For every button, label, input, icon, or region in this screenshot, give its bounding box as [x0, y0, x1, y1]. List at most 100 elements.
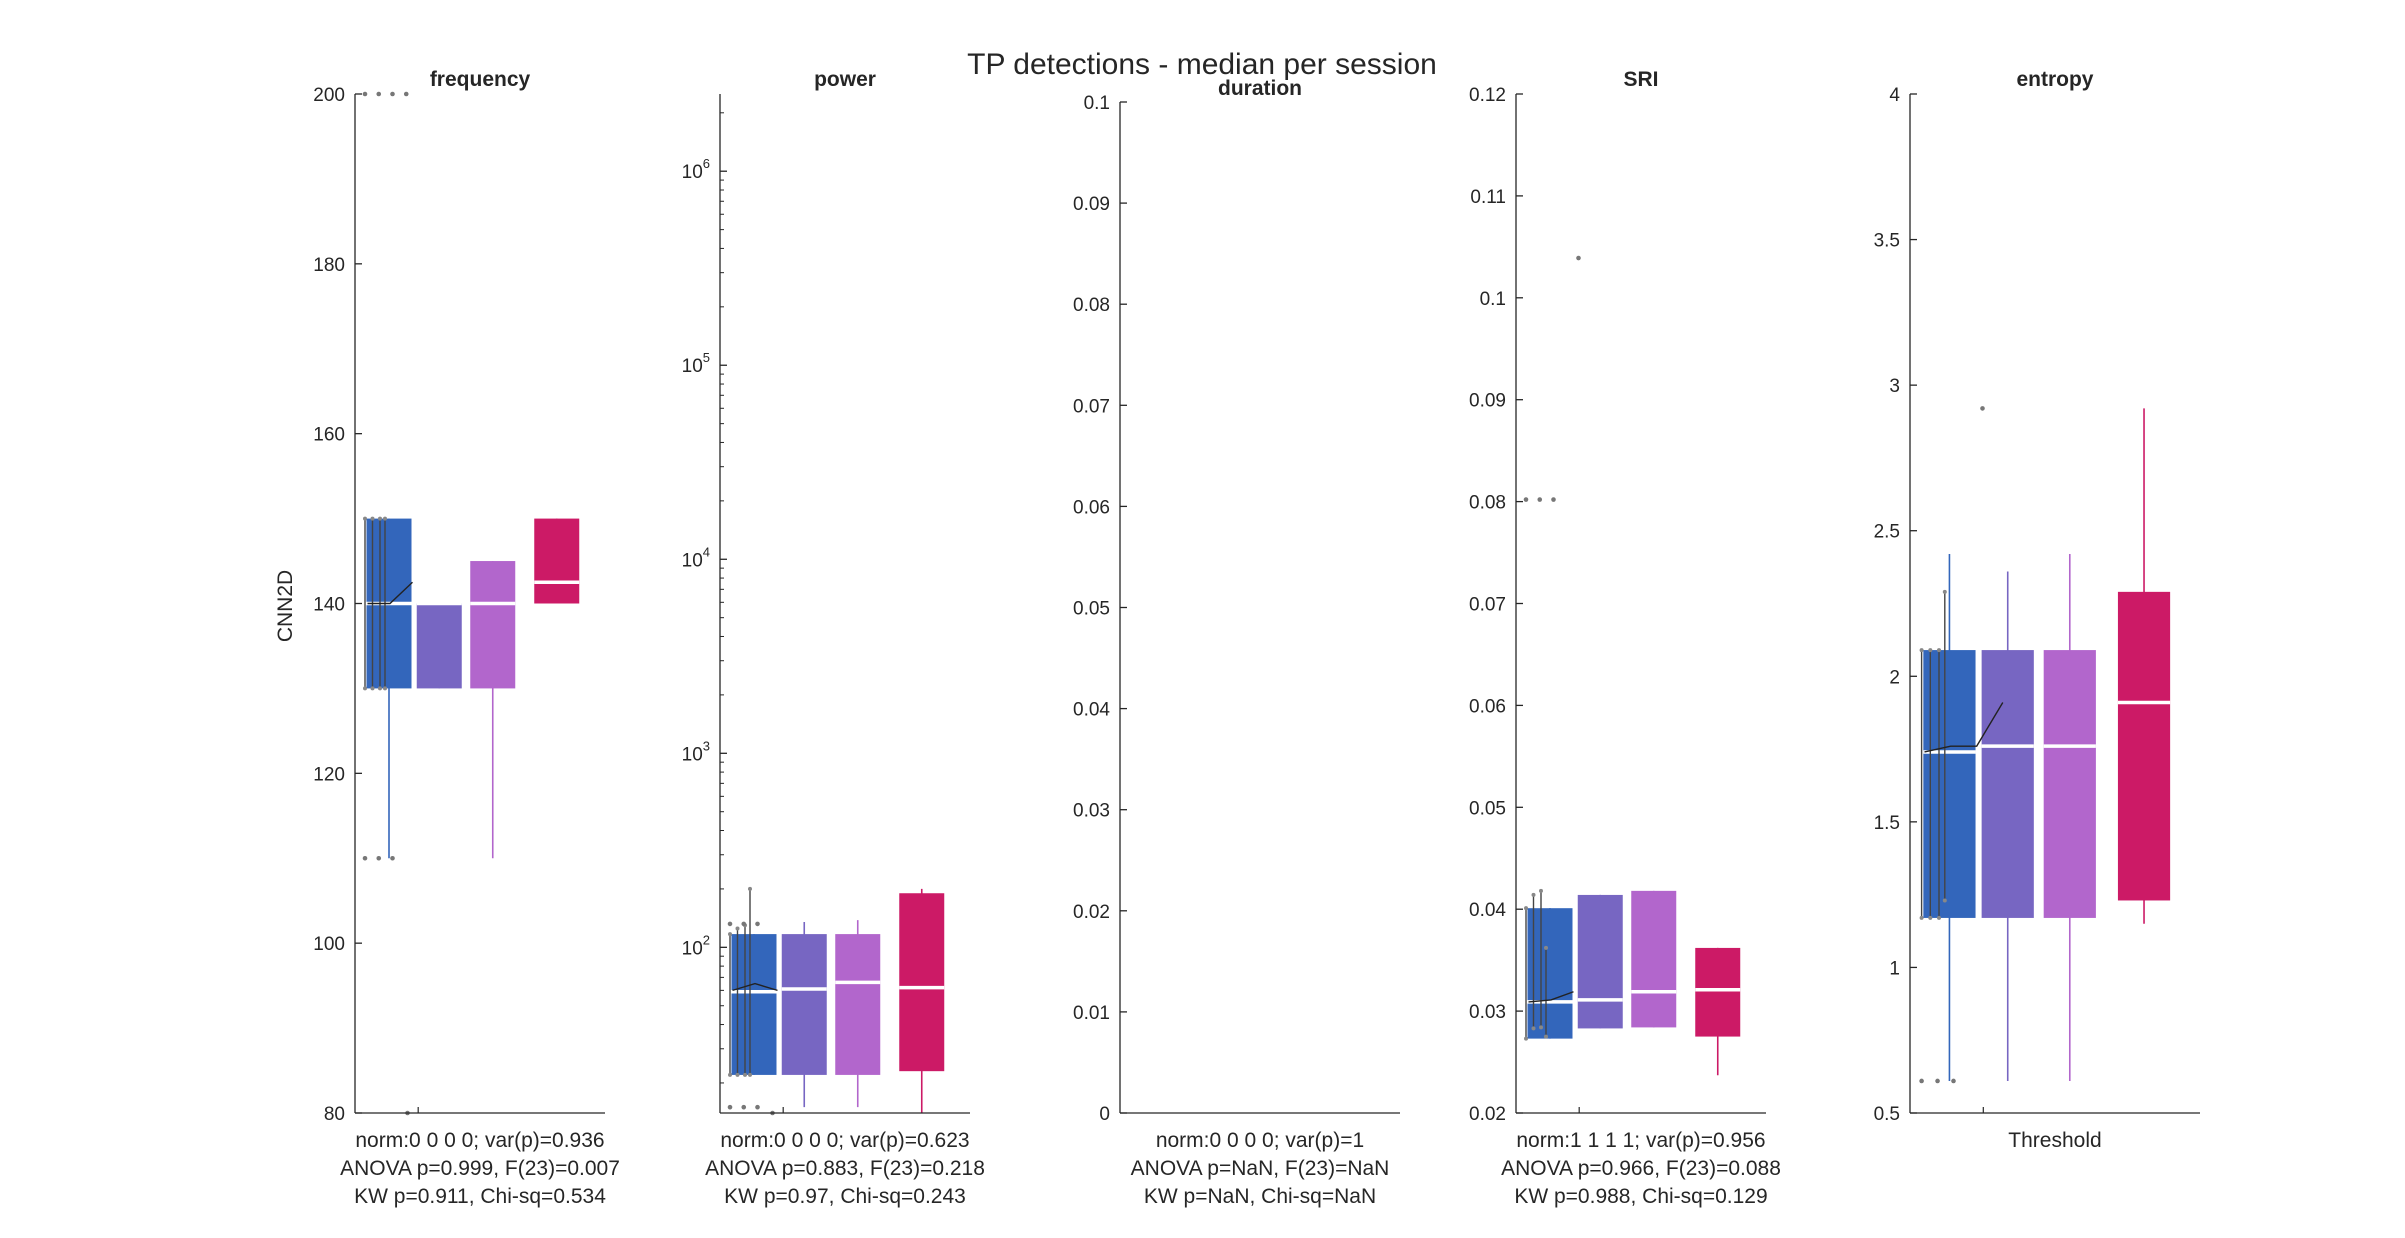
y-tick-label: 0.04 [1073, 700, 1110, 721]
y-tick-label: 0.1 [1480, 289, 1506, 310]
y-tick-label: 0.03 [1073, 801, 1110, 822]
subplot-title: entropy [2016, 68, 2093, 91]
y-tick-label: 0 [1099, 1104, 1110, 1125]
subplot-title: frequency [430, 68, 531, 91]
subplot-frequency: frequency 80 100 120 140 160 180 200 norm:0 0 0 … [313, 68, 620, 1208]
outlier-point [755, 921, 760, 927]
stats-line-1: norm:0 0 0 0; var(p)=1 [1156, 1129, 1364, 1152]
box-iqr [1577, 894, 1623, 1029]
stats-line-3: KW p=0.988, Chi-sq=0.129 [1514, 1185, 1767, 1208]
outlier-point [1523, 497, 1529, 502]
session-point [1539, 1025, 1543, 1030]
outlier-markers [727, 1104, 760, 1110]
y-tick-label: 0.08 [1073, 295, 1110, 316]
box-iqr [2117, 591, 2171, 901]
y-tick-label: 104 [682, 544, 710, 571]
box-iqr [1527, 908, 1573, 1039]
y-tick-label: 100 [313, 934, 345, 955]
session-point [1942, 898, 1947, 903]
session-point [1544, 945, 1548, 950]
y-tick-label: 0.06 [1469, 696, 1506, 717]
y-tick-label: 180 [313, 255, 345, 276]
outlier-point [403, 91, 409, 97]
box-group-1 [731, 934, 777, 1075]
box-group-4 [2117, 408, 2171, 924]
outlier-point [727, 1104, 733, 1110]
session-point [370, 516, 375, 521]
outlier-markers [1980, 406, 1985, 411]
box-group-1 [1923, 554, 1976, 1081]
stats-line-1: norm:0 0 0 0; var(p)=0.623 [720, 1129, 969, 1152]
outlier-point [362, 855, 368, 861]
session-median-trace [732, 982, 778, 992]
outlier-point [1935, 1078, 1940, 1084]
session-point [1524, 1036, 1528, 1041]
session-point [1919, 915, 1924, 920]
y-tick-label: 0.11 [1470, 187, 1506, 208]
y-tick-label: 160 [313, 425, 345, 446]
stats-line-3: KW p=NaN, Chi-sq=NaN [1144, 1185, 1376, 1208]
box-iqr [1923, 650, 1976, 918]
y-tick-label: 1 [1889, 958, 1900, 979]
session-point [383, 516, 387, 521]
session-point [1539, 888, 1543, 893]
session-point [728, 1072, 732, 1077]
y-tick-label: 0.12 [1469, 85, 1506, 106]
stats-line-2: ANOVA p=0.883, F(23)=0.218 [705, 1157, 985, 1180]
outlier-point [741, 1104, 747, 1110]
y-tick-label: 0.09 [1469, 391, 1506, 412]
y-tick-label: 105 [682, 350, 710, 377]
session-point [363, 516, 367, 521]
session-point [1937, 648, 1941, 653]
y-tick-label: 0.01 [1073, 1003, 1110, 1024]
stats-line-2: ANOVA p=0.966, F(23)=0.088 [1501, 1157, 1781, 1180]
outlier-point [741, 921, 747, 927]
y-tick-label: 120 [313, 764, 345, 785]
session-point [378, 686, 382, 691]
box-group-3 [470, 561, 516, 859]
subplot-duration: duration 0 0.01 0.02 0.03 0.04 0.05 0.06 0.07 0.0… [1073, 77, 1400, 1208]
y-tick-label: 102 [682, 932, 710, 959]
outlier-point [390, 91, 395, 97]
box-iqr [731, 934, 777, 1075]
outlier-point [1951, 1078, 1956, 1084]
box-iqr [1695, 947, 1741, 1037]
box-group-3 [1631, 890, 1677, 1028]
stats-line-1: norm:1 1 1 1; var(p)=0.956 [1516, 1129, 1765, 1152]
y-tick-label: 0.07 [1469, 595, 1506, 616]
stats-line-3: KW p=0.97, Chi-sq=0.243 [724, 1185, 966, 1208]
session-point [383, 686, 387, 691]
subplot-title: power [814, 68, 876, 91]
y-tick-label: 3 [1889, 376, 1900, 397]
session-median-trace [1924, 702, 2004, 753]
session-overlay [1524, 888, 1574, 1041]
y-tick-label: 0.03 [1469, 1002, 1506, 1023]
box-iqr [1631, 890, 1677, 1028]
session-point [728, 932, 732, 937]
outlier-point [727, 921, 733, 927]
y-tick-label: 3.5 [1874, 231, 1900, 252]
outlier-markers [727, 921, 760, 927]
y-tick-label: 1.5 [1874, 813, 1900, 834]
y-axis-label: CNN2D [274, 570, 297, 642]
y-tick-label: 0.02 [1469, 1104, 1506, 1125]
box-iqr [534, 518, 580, 604]
y-tick-label: 0.04 [1469, 900, 1506, 921]
subplot-title: SRI [1623, 68, 1658, 91]
y-tick-label: 2 [1889, 667, 1900, 688]
session-median-trace [1528, 991, 1574, 1003]
y-tick-label: 0.1 [1084, 93, 1110, 114]
session-point [1942, 589, 1947, 594]
x-axis-label: Threshold [2008, 1129, 2101, 1152]
outlier-point [1980, 406, 1985, 411]
session-point [748, 886, 752, 891]
session-point [1524, 906, 1528, 911]
outlier-point [1576, 255, 1581, 261]
session-overlay [363, 516, 413, 691]
session-point [1919, 648, 1924, 653]
session-point [735, 926, 740, 931]
y-tick-label: 103 [682, 738, 710, 765]
box-group-4 [1695, 947, 1741, 1076]
box-group-2 [1577, 894, 1623, 1029]
subplot-SRI: SRI 0.02 0.03 0.04 0.05 0.06 0.07 0.08 0.09 0.1 0.… [1469, 68, 1781, 1208]
